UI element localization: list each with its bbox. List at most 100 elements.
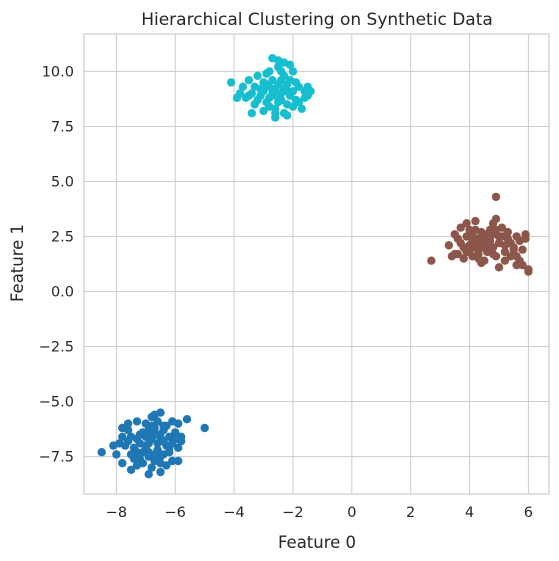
- scatter-point: [477, 236, 486, 246]
- scatter-point: [453, 249, 462, 259]
- x-tick-label: −2: [282, 505, 303, 521]
- scatter-point: [118, 423, 127, 433]
- scatter-point: [141, 432, 150, 441]
- scatter-point: [512, 252, 521, 261]
- scatter-point: [518, 245, 527, 254]
- scatter-point: [147, 421, 156, 430]
- scatter-point: [109, 441, 118, 450]
- scatter-point: [288, 102, 298, 111]
- scatter-point: [477, 243, 486, 252]
- scatter-point: [265, 102, 274, 111]
- scatter-point: [162, 461, 171, 470]
- scatter-point: [494, 238, 504, 248]
- scatter-point: [147, 428, 156, 437]
- scatter-point: [153, 439, 162, 448]
- scatter-point: [259, 78, 268, 87]
- scatter-point: [123, 419, 133, 428]
- scatter-point: [238, 82, 248, 92]
- y-tick-labels: −7.5 −5.0 −2.5 0.0 2.5 5.0 7.5 10.0: [39, 64, 74, 465]
- y-tick-label: 2.5: [51, 229, 74, 245]
- scatter-point: [288, 87, 298, 96]
- scatter-point: [159, 421, 168, 430]
- y-tick-label: 0.0: [51, 285, 74, 301]
- y-tick-label: 5.0: [51, 174, 74, 190]
- scatter-point: [459, 254, 468, 263]
- scatter-point: [288, 67, 298, 76]
- scatter-point: [456, 223, 465, 232]
- scatter-point: [503, 227, 512, 237]
- scatter-point: [132, 417, 142, 426]
- scatter-point: [277, 95, 286, 105]
- scatter-point: [156, 467, 165, 477]
- scatter-point: [112, 450, 121, 459]
- y-tick-label: −7.5: [39, 450, 74, 466]
- scatter-point: [138, 448, 148, 457]
- scatter-point: [182, 415, 192, 424]
- scatter-point: [259, 106, 268, 116]
- scatter-point: [274, 80, 283, 89]
- scatter-point: [126, 465, 136, 474]
- y-tick-label: 10.0: [42, 64, 74, 80]
- scatter-point: [244, 91, 253, 100]
- scatter-point: [491, 214, 501, 224]
- plot-frame: [83, 33, 550, 495]
- scatter-point: [271, 109, 280, 118]
- scatter-point: [480, 256, 489, 265]
- scatter-point: [227, 78, 236, 87]
- scatter-point: [156, 408, 165, 417]
- y-tick-label: 7.5: [51, 119, 74, 135]
- scatter-point: [262, 69, 271, 78]
- scatter-point: [268, 89, 277, 98]
- scatter-point: [450, 230, 459, 239]
- scatter-point: [129, 443, 139, 452]
- scatter-point: [494, 263, 504, 272]
- scatter-point: [294, 98, 303, 107]
- scatter-point: [147, 412, 156, 422]
- scatter-point: [153, 417, 162, 426]
- scatter-point: [135, 454, 145, 463]
- x-tick-label: −4: [223, 505, 244, 521]
- scatter-point: [282, 111, 292, 120]
- data-points: [97, 54, 533, 479]
- scatter-point: [129, 454, 139, 463]
- scatter-point: [150, 456, 159, 466]
- x-tick-label: 0: [347, 505, 356, 521]
- scatter-point: [250, 82, 259, 92]
- scatter-point: [488, 249, 498, 259]
- scatter-point: [500, 256, 510, 265]
- scatter-point: [456, 238, 465, 248]
- scatter-point: [468, 252, 477, 261]
- scatter-point: [168, 417, 177, 426]
- cluster-0-points: [97, 408, 209, 479]
- scatter-point: [497, 232, 507, 241]
- cluster-2-points: [427, 192, 533, 276]
- scatter-point: [256, 91, 265, 100]
- scatter-point: [291, 78, 301, 87]
- scatter-point: [303, 91, 312, 100]
- x-tick-label: −8: [106, 505, 127, 521]
- scatter-point: [279, 58, 289, 67]
- x-axis-label: Feature 0: [278, 533, 356, 552]
- scatter-point: [147, 463, 156, 472]
- scatter-point: [483, 230, 492, 239]
- scatter-point: [268, 76, 277, 85]
- scatter-point: [524, 267, 533, 276]
- scatter-point: [471, 216, 480, 226]
- scatter-point: [297, 104, 306, 114]
- scatter-point: [165, 443, 174, 452]
- scatter-point: [171, 428, 180, 437]
- scatter-point: [253, 71, 262, 81]
- x-tick-labels: −8 −6 −4 −2 0 2 4 6: [106, 505, 533, 521]
- scatter-point: [156, 452, 165, 461]
- scatter-point: [483, 243, 492, 252]
- scatter-point: [491, 225, 501, 235]
- y-axis-label: Feature 1: [8, 224, 27, 302]
- scatter-point: [277, 67, 286, 76]
- x-tick-label: 4: [465, 505, 474, 521]
- scatter-point: [118, 459, 127, 468]
- scatter-point: [518, 260, 527, 270]
- cluster-1-points: [227, 54, 315, 122]
- scatter-point: [485, 236, 495, 246]
- x-tick-label: 6: [524, 505, 533, 521]
